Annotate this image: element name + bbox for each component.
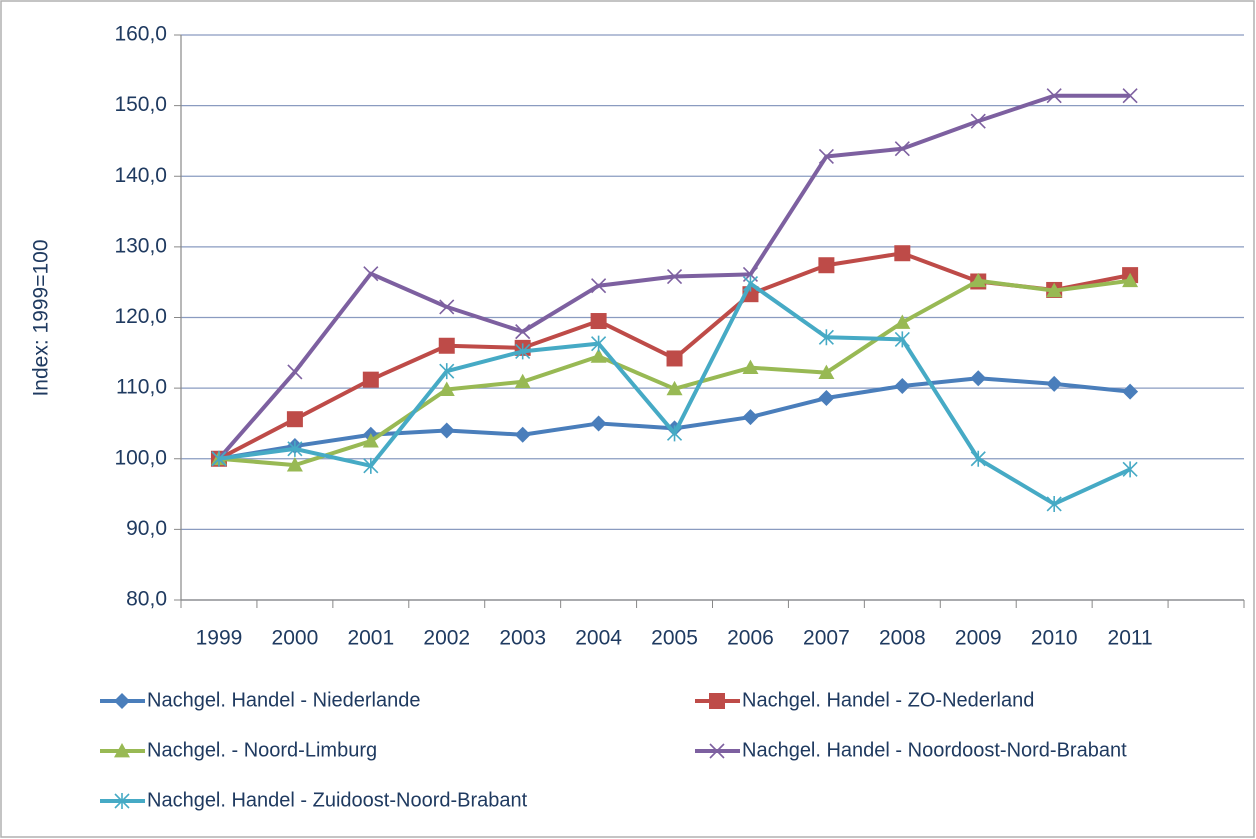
marker bbox=[818, 390, 835, 407]
legend-label: Nachgel. Handel - Niederlande bbox=[147, 689, 421, 711]
marker bbox=[362, 433, 379, 448]
marker bbox=[363, 457, 379, 474]
y-tick-label: 80,0 bbox=[126, 588, 167, 611]
marker bbox=[818, 364, 835, 379]
x-tick-label: 1999 bbox=[196, 627, 243, 650]
x-tick-label: 2003 bbox=[499, 627, 546, 650]
x-tick-label: 2007 bbox=[803, 627, 850, 650]
legend-label: Nachgel. Handel - ZO-Nederland bbox=[742, 689, 1034, 711]
marker bbox=[286, 411, 303, 428]
y-tick-label: 160,0 bbox=[114, 23, 167, 46]
marker bbox=[514, 373, 531, 389]
marker bbox=[211, 450, 227, 467]
marker bbox=[591, 335, 607, 352]
marker bbox=[818, 257, 835, 274]
marker bbox=[439, 363, 455, 380]
x-tick-label: 2009 bbox=[955, 627, 1002, 650]
y-tick-label: 120,0 bbox=[114, 305, 167, 328]
marker bbox=[114, 693, 130, 709]
x-tick-label: 2010 bbox=[1031, 627, 1078, 650]
marker bbox=[894, 378, 911, 395]
marker bbox=[590, 415, 607, 432]
marker bbox=[438, 381, 455, 396]
x-tick-label: 2005 bbox=[651, 627, 698, 650]
marker bbox=[287, 440, 303, 457]
marker bbox=[666, 350, 683, 367]
marker bbox=[438, 337, 455, 354]
marker bbox=[742, 275, 759, 292]
marker bbox=[742, 409, 759, 426]
marker bbox=[438, 422, 455, 439]
x-tick-label: 2002 bbox=[423, 627, 470, 650]
marker bbox=[515, 324, 531, 340]
marker bbox=[439, 299, 455, 315]
x-tick-label: 2006 bbox=[727, 627, 774, 650]
marker bbox=[970, 450, 986, 467]
marker bbox=[1122, 88, 1138, 104]
marker bbox=[1122, 272, 1139, 288]
marker bbox=[515, 343, 531, 360]
marker bbox=[287, 364, 303, 380]
x-tick-label: 2008 bbox=[879, 627, 926, 650]
marker bbox=[709, 743, 725, 759]
marker bbox=[666, 380, 683, 396]
marker bbox=[970, 272, 987, 288]
marker bbox=[894, 141, 910, 157]
legend-label: Nachgel. Handel - Noordoost-Nord-Brabant bbox=[742, 739, 1127, 761]
x-tick-label: 2004 bbox=[575, 627, 622, 650]
marker bbox=[818, 329, 834, 346]
legend-label: Nachgel. Handel - Zuidoost-Noord-Brabant bbox=[147, 789, 528, 811]
marker bbox=[894, 245, 911, 262]
x-tick-label: 2011 bbox=[1108, 627, 1153, 650]
marker bbox=[666, 425, 683, 442]
marker bbox=[590, 313, 607, 330]
marker bbox=[286, 457, 303, 472]
marker bbox=[894, 331, 910, 348]
marker bbox=[114, 793, 130, 809]
y-tick-label: 100,0 bbox=[114, 446, 167, 469]
marker bbox=[970, 113, 986, 129]
marker bbox=[894, 314, 911, 329]
marker bbox=[666, 268, 683, 285]
y-tick-label: 90,0 bbox=[126, 517, 167, 540]
marker bbox=[1122, 383, 1139, 400]
marker bbox=[114, 743, 130, 758]
marker bbox=[1046, 282, 1063, 298]
marker bbox=[818, 148, 834, 165]
y-tick-label: 110,0 bbox=[116, 376, 167, 399]
marker bbox=[591, 278, 607, 294]
x-tick-label: 2001 bbox=[347, 627, 394, 650]
marker bbox=[1046, 88, 1062, 104]
marker bbox=[362, 371, 379, 388]
y-axis-label: Index: 1999=100 bbox=[30, 239, 53, 396]
marker bbox=[709, 693, 725, 709]
y-tick-label: 140,0 bbox=[114, 164, 167, 187]
marker bbox=[590, 348, 607, 363]
marker bbox=[1046, 375, 1063, 392]
marker bbox=[514, 426, 531, 443]
marker bbox=[742, 359, 759, 375]
marker bbox=[1122, 461, 1138, 478]
y-tick-label: 130,0 bbox=[114, 234, 167, 257]
marker bbox=[363, 266, 379, 282]
legend-label: Nachgel. - Noord-Limburg bbox=[147, 739, 377, 761]
x-tick-label: 2000 bbox=[272, 627, 319, 650]
marker bbox=[970, 370, 987, 387]
marker bbox=[1046, 495, 1062, 512]
y-tick-label: 150,0 bbox=[114, 93, 167, 116]
